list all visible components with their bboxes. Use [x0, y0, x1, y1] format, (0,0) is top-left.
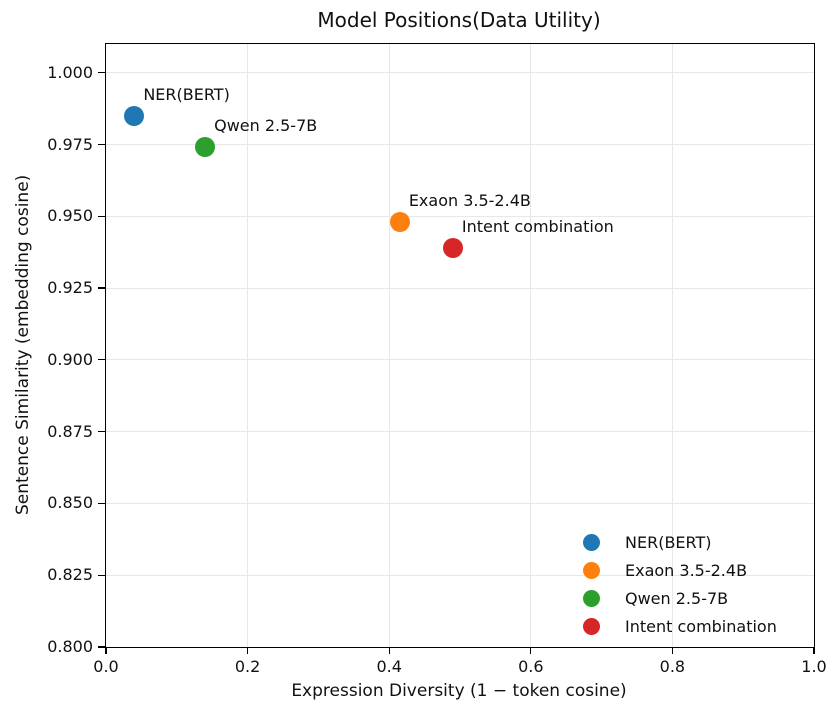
- gridline-vertical: [530, 44, 532, 647]
- y-tick-mark: [98, 359, 106, 361]
- y-tick-mark: [98, 574, 106, 576]
- x-tick-label: 0.8: [659, 657, 686, 676]
- y-tick-mark: [98, 215, 106, 217]
- gridline-vertical: [247, 44, 249, 647]
- y-tick-label: 0.975: [47, 134, 93, 154]
- legend-item-label: Intent combination: [625, 616, 777, 636]
- point-label: Exaon 3.5-2.4B: [408, 191, 531, 211]
- x-tick-label: 0.2: [234, 657, 261, 676]
- gridline-vertical: [671, 44, 673, 647]
- legend-item-label: NER(BERT): [625, 532, 712, 552]
- gridline-horizontal: [106, 72, 814, 74]
- legend-item: Qwen 2.5-7B: [583, 584, 777, 612]
- legend-item: NER(BERT): [583, 528, 777, 556]
- x-tick-mark: [247, 647, 249, 654]
- x-tick-label: 0.0: [93, 657, 119, 676]
- y-tick-label: 0.850: [47, 493, 93, 513]
- y-tick-mark: [98, 143, 106, 146]
- legend-marker-icon: [583, 617, 600, 635]
- y-tick-label: 0.925: [47, 278, 93, 298]
- data-point-qwen-2-5-7b: [195, 137, 216, 158]
- gridline-horizontal: [106, 287, 814, 289]
- y-tick-mark: [98, 72, 106, 74]
- y-tick-label: 0.800: [47, 637, 93, 656]
- y-tick-label: 0.950: [47, 206, 93, 226]
- y-tick-label: 0.825: [47, 565, 93, 585]
- y-tick-mark: [98, 502, 106, 505]
- y-tick-mark: [98, 431, 106, 433]
- legend-item: Intent combination: [583, 612, 777, 640]
- y-tick-mark: [98, 287, 106, 289]
- x-tick-label: 0.4: [376, 657, 402, 676]
- legend-marker-icon: [583, 533, 600, 551]
- x-tick-label: 1.0: [801, 657, 827, 676]
- legend-marker-icon: [583, 589, 600, 607]
- data-point-exaon-3-5-2-4b: [389, 212, 410, 233]
- plot-area: 0.0 0.2 0.4 0.6 0.8 1.0 0.800 0.825 0.850 0.875 0.…: [47, 43, 827, 676]
- point-label: Qwen 2.5-7B: [214, 116, 318, 136]
- legend-item-label: Exaon 3.5-2.4B: [625, 560, 748, 580]
- point-label: Intent combination: [461, 216, 614, 236]
- gridline-horizontal: [106, 144, 814, 145]
- x-tick-mark: [388, 647, 390, 654]
- y-tick-label: 0.900: [47, 349, 93, 369]
- y-tick-mark: [98, 646, 106, 648]
- x-tick-mark: [813, 647, 815, 654]
- gridline-vertical: [388, 44, 390, 647]
- gridline-horizontal: [106, 215, 814, 217]
- y-tick-label: 1.000: [47, 62, 93, 82]
- x-tick-mark: [671, 647, 673, 654]
- gridline-horizontal: [106, 359, 814, 361]
- gridline-horizontal: [106, 502, 814, 504]
- x-tick-mark: [530, 647, 532, 654]
- chart-title: Model Positions(Data Utility): [317, 8, 601, 32]
- data-point-ner-bert-: [124, 105, 145, 126]
- gridline-horizontal: [106, 431, 814, 433]
- x-axis-label: Expression Diversity (1 − token cosine): [291, 681, 627, 701]
- x-tick-label: 0.6: [518, 657, 544, 676]
- data-point-intent-combination: [442, 237, 463, 258]
- legend-item-label: Qwen 2.5-7B: [625, 588, 729, 608]
- y-tick-label: 0.875: [47, 421, 93, 441]
- y-axis-label: Sentence Similarity (embedding cosine): [13, 174, 33, 515]
- legend: NER(BERT) Exaon 3.5-2.4B Qwen 2.5-7B Intent…: [583, 528, 777, 640]
- legend-marker-icon: [583, 561, 600, 579]
- point-label: NER(BERT): [143, 84, 230, 104]
- legend-item: Exaon 3.5-2.4B: [583, 556, 777, 584]
- gridline-horizontal: [106, 574, 814, 576]
- x-tick-mark: [105, 647, 107, 654]
